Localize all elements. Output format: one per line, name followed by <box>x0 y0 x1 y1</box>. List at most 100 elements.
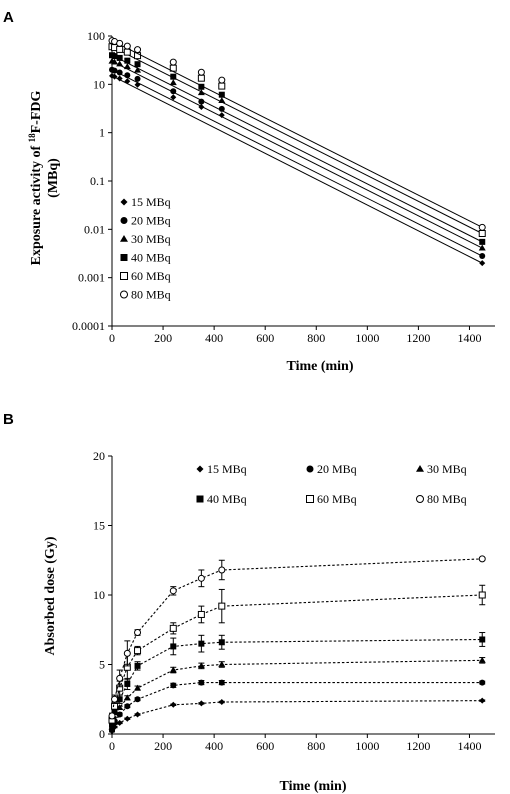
panel-a-y-tick-label-0-001: 0.001 <box>78 271 105 285</box>
panel-a-point-15-mbq <box>116 75 123 82</box>
panel-a-point-30-mbq <box>134 66 142 73</box>
panel-b-point-40-mbq <box>124 680 131 687</box>
panel-a-point-80-mbq <box>478 223 486 231</box>
panel-a-x-tick-label-200: 200 <box>154 331 172 345</box>
panel-b-point-20-mbq <box>116 711 123 718</box>
panel-b-x-tick-label-200: 200 <box>154 739 172 753</box>
panel-b-point-20-mbq <box>218 679 225 686</box>
panel-b-legend-marker-30-mbq <box>416 465 424 472</box>
panel-b-line-15-mbq <box>111 700 483 732</box>
panel-a-point-15-mbq <box>479 260 486 267</box>
panel-a-legend-marker-20-mbq <box>120 217 128 224</box>
panel-b-point-40-mbq <box>116 696 123 703</box>
panel-a-point-15-mbq <box>111 73 118 80</box>
panel-a-x-tick-label-1000: 1000 <box>355 331 379 345</box>
panel-a-x-tick-label-1400: 1400 <box>457 331 481 345</box>
panel-a-point-30-mbq <box>116 60 124 67</box>
panel-a-x-tick-label-800: 800 <box>307 331 325 345</box>
panel-a-point-20-mbq <box>218 105 225 112</box>
panel-a-point-20-mbq <box>479 253 486 260</box>
panel-b-point-60-mbq <box>218 602 226 610</box>
panel-a-point-80-mbq <box>218 76 226 84</box>
panel-a-point-40-mbq <box>479 238 486 245</box>
panel-a-x-tick-label-0: 0 <box>109 331 115 345</box>
panel-b-point-80-mbq <box>123 649 131 657</box>
panel-b-point-80-mbq <box>197 574 205 582</box>
panel-a-point-40-mbq <box>116 54 123 61</box>
panel-b-point-30-mbq <box>169 666 177 673</box>
panel-b-point-30-mbq <box>134 684 142 691</box>
panel-b-legend-marker-40-mbq <box>196 495 204 503</box>
panel-a-point-60-mbq <box>197 74 205 82</box>
panel-a-line-80-mbq <box>111 40 483 228</box>
panel-b-point-30-mbq <box>123 694 131 701</box>
panel-a-point-60-mbq <box>478 229 486 237</box>
panel-a-y-tick-label-100: 100 <box>87 29 105 43</box>
panel-a-point-20-mbq <box>111 67 118 74</box>
panel-b-legend-label-40-mbq: 40 MBq <box>207 492 247 506</box>
panel-b-point-80-mbq <box>111 695 119 703</box>
panel-b-point-20-mbq <box>198 679 205 686</box>
panel-b-y-tick-label-20: 20 <box>93 449 105 463</box>
panel-b-point-60-mbq <box>169 624 177 632</box>
panel-b-point-80-mbq <box>218 566 226 574</box>
panel-a-y-tick-label-1: 1 <box>99 126 105 140</box>
panel-a-point-80-mbq <box>197 68 205 76</box>
panel-a-point-80-mbq <box>169 58 177 66</box>
panel-b-point-80-mbq <box>108 712 116 720</box>
panel-b-legend-marker-20-mbq <box>306 465 314 473</box>
panel-b-x-tick-label-1400: 1400 <box>457 739 481 753</box>
panel-b-legend-label-60-mbq: 60 MBq <box>317 492 357 506</box>
panel-a-legend-label-60-mbq: 60 MBq <box>131 269 171 283</box>
panel-a-legend-label-80-mbq: 80 MBq <box>131 288 171 302</box>
panel-b-legend-label-30-mbq: 30 MBq <box>427 462 467 476</box>
panel-b-legend-marker-60-mbq <box>306 495 314 503</box>
panel-a-y-tick-label-10: 10 <box>93 77 105 91</box>
panel-a-point-40-mbq <box>198 83 205 90</box>
panel-b-line-80-mbq <box>111 558 483 717</box>
panel-a-line-20-mbq <box>111 69 483 257</box>
panel-b-point-15-mbq <box>218 699 225 706</box>
panel-a-point-60-mbq <box>218 82 226 90</box>
panel-a-chart: 0 200 400 600 800 1000 1200 1400 0.0001 0.001 0.01… <box>72 29 495 345</box>
panel-a-y-axis-title-line1: Exposure activity of 18F-FDG <box>27 90 44 265</box>
panel-b-point-60-mbq <box>478 591 486 599</box>
panel-a-point-15-mbq <box>170 94 177 101</box>
panel-a-x-tick-label-400: 400 <box>205 331 223 345</box>
panel-b-x-tick-label-1000: 1000 <box>355 739 379 753</box>
panel-a-line-40-mbq <box>111 54 483 243</box>
panel-a-point-40-mbq <box>124 57 131 64</box>
panel-a-x-tick-label-1200: 1200 <box>406 331 430 345</box>
panel-a-point-30-mbq <box>111 58 119 65</box>
panel-a-point-30-mbq <box>123 63 131 70</box>
panel-b-legend-label-80-mbq: 80 MBq <box>427 492 467 506</box>
panel-b-point-15-mbq <box>116 719 123 726</box>
panel-a-point-80-mbq <box>123 42 131 50</box>
panel-a-y-axis-title-sup: 18 <box>27 133 37 143</box>
panel-b-point-40-mbq <box>134 662 141 669</box>
panel-b-point-40-mbq <box>111 708 118 715</box>
panel-b-point-15-mbq <box>134 711 141 718</box>
panel-letter-a: A <box>3 9 14 26</box>
panel-a-point-20-mbq <box>134 75 141 82</box>
panel-b-point-80-mbq <box>134 629 142 637</box>
panel-a-legend-marker-60-mbq <box>120 272 128 280</box>
panel-b-point-40-mbq <box>198 640 205 647</box>
panel-b-point-30-mbq <box>218 661 226 667</box>
panel-b-point-60-mbq <box>197 610 205 618</box>
panel-a-line-15-mbq <box>111 75 483 264</box>
panel-b-point-40-mbq <box>218 639 225 646</box>
panel-a-y-tick-label-0-1: 0.1 <box>90 174 105 188</box>
panel-b-x-axis-title: Time (min) <box>279 779 346 794</box>
panel-b-point-60-mbq <box>111 702 119 710</box>
panel-b-legend-marker-15-mbq <box>196 465 204 473</box>
panel-a-legend-marker-15-mbq <box>120 198 128 206</box>
panel-b-x-tick-label-0: 0 <box>109 739 115 753</box>
panel-b-line-30-mbq <box>111 659 483 728</box>
panel-a-x-tick-label-600: 600 <box>256 331 274 345</box>
panel-b-point-20-mbq <box>124 703 131 710</box>
panel-b-line-40-mbq <box>111 638 483 725</box>
panel-a-y-axis-title-part2: F-FDG <box>29 90 44 133</box>
panel-a-point-60-mbq <box>116 45 124 53</box>
